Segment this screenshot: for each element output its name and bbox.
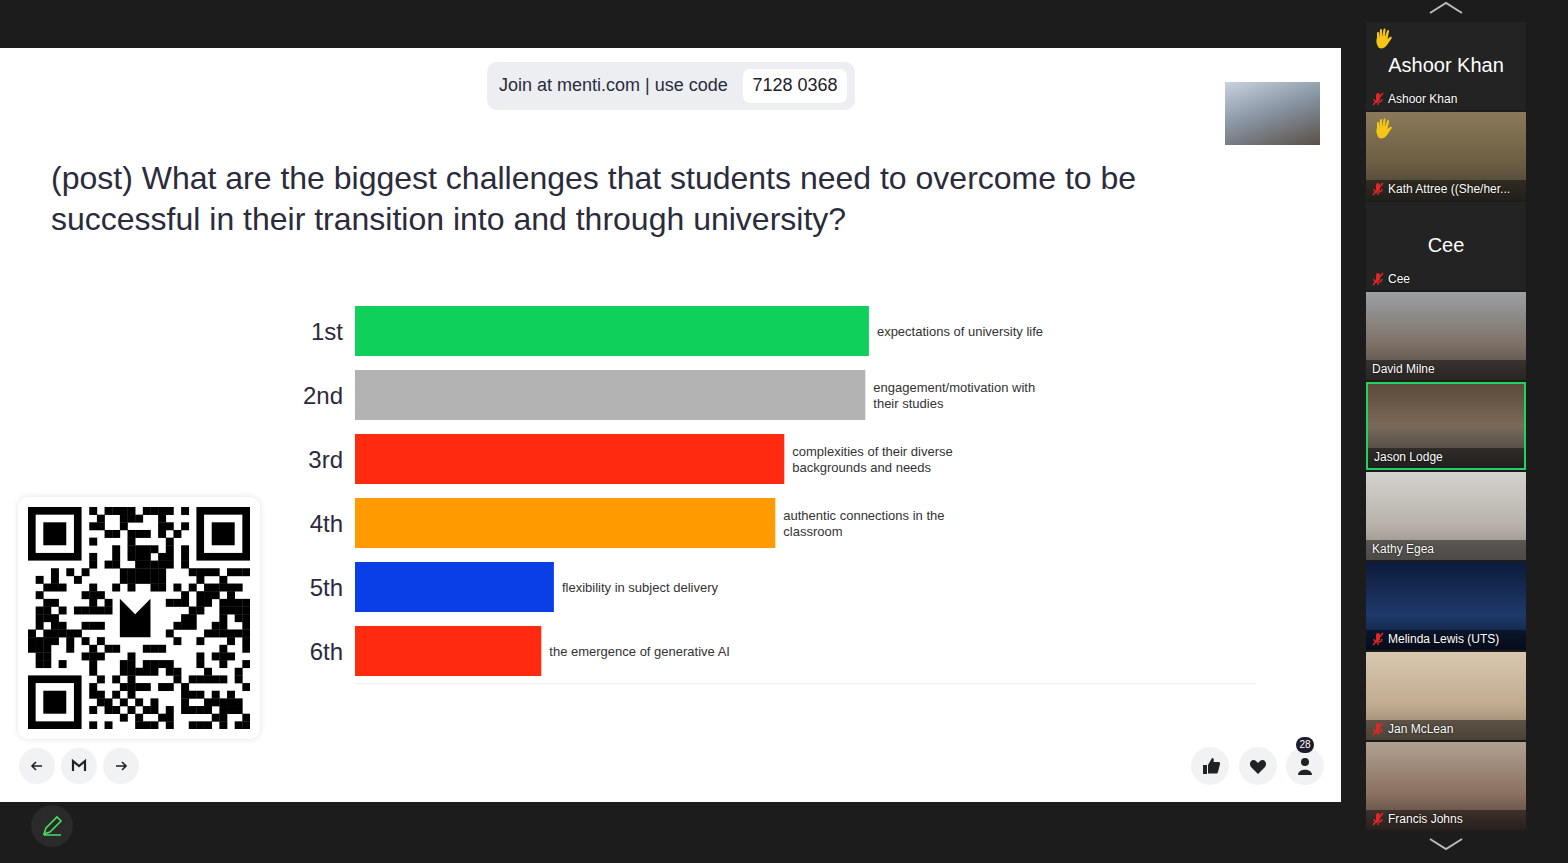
svg-text:expectations of university lif: expectations of university life — [877, 324, 1043, 339]
html-text:Ashoor Khan: Ashoor Khan — [1388, 92, 1458, 106]
html-text:Kath Attree ((She/her...: Kath Attree ((She/her... — [1388, 182, 1511, 196]
svg-text:2nd: 2nd — [303, 382, 343, 409]
html-text:David Milne: David Milne — [1372, 362, 1435, 376]
html-text:7128 0368: 7128 0368 — [752, 75, 838, 95]
html-text:Join at menti.com | use code: Join at menti.com | use code — [499, 75, 728, 95]
svg-text:1st: 1st — [311, 318, 343, 345]
html-text:Francis Johns: Francis Johns — [1388, 812, 1463, 826]
svg-text:3rd: 3rd — [308, 446, 343, 473]
svg-text:classroom: classroom — [783, 524, 842, 539]
html-text:Melinda Lewis (UTS): Melinda Lewis (UTS) — [1388, 632, 1500, 646]
html-text:Cee: Cee — [1427, 234, 1465, 256]
html-text:28: 28 — [1299, 739, 1311, 750]
svg-text:their studies: their studies — [873, 396, 944, 411]
html-text:Jan McLean: Jan McLean — [1388, 722, 1454, 736]
svg-text:6th: 6th — [310, 638, 343, 665]
svg-text:backgrounds and needs: backgrounds and needs — [792, 460, 931, 475]
svg-text:the emergence of generative AI: the emergence of generative AI — [549, 644, 730, 659]
svg-text:complexities of their diverse: complexities of their diverse — [792, 444, 956, 459]
html-text:Kathy Egea: Kathy Egea — [1372, 542, 1434, 556]
svg-text:5th: 5th — [310, 574, 343, 601]
html-text:Jason Lodge: Jason Lodge — [1374, 450, 1443, 464]
html-text:Ashoor Khan: Ashoor Khan — [1388, 54, 1504, 76]
svg-text:authentic connections in the: authentic connections in the — [783, 508, 948, 523]
html-text:(post) What are the biggest ch: (post) What are the biggest challenges t… — [51, 160, 1137, 237]
html-text:Cee: Cee — [1388, 272, 1410, 286]
svg-text:flexibility in subject deliver: flexibility in subject delivery — [562, 580, 719, 595]
svg-text:engagement/motivation with: engagement/motivation with — [873, 380, 1038, 395]
svg-text:4th: 4th — [310, 510, 343, 537]
